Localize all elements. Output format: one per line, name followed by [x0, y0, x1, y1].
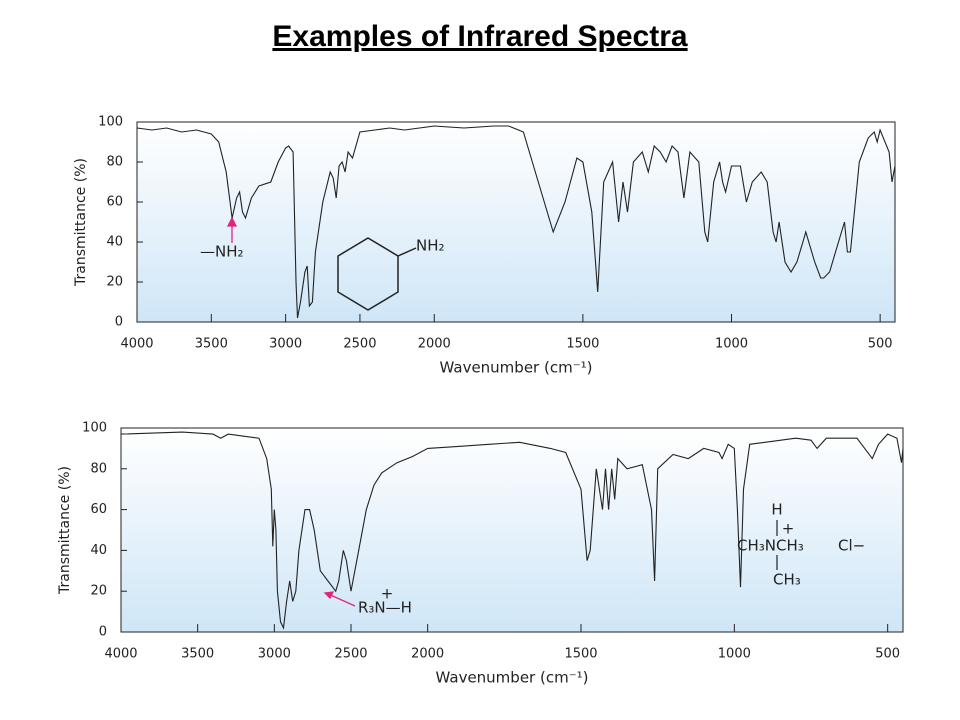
y-tick-label: 80: [106, 155, 123, 170]
x-tick-label: 1500: [566, 337, 599, 352]
y-tick-label: 20: [106, 275, 123, 290]
y-tick-label: 40: [90, 543, 107, 558]
plot-background: [120, 427, 904, 633]
y-tick-label: 60: [90, 502, 107, 517]
y-tick-label: 40: [106, 235, 123, 250]
annotation: CH₃NCH₃: [737, 537, 804, 555]
x-tick-label: 3000: [269, 337, 302, 352]
x-tick-label: 2500: [343, 337, 376, 352]
x-axis-label: Wavenumber (cm⁻¹): [436, 669, 589, 687]
annotation: —NH₂: [200, 243, 244, 261]
x-tick-label: 2000: [418, 337, 451, 352]
x-tick-label: 500: [868, 337, 893, 352]
x-tick-label: 3500: [181, 647, 214, 662]
x-axis-label: Wavenumber (cm⁻¹): [440, 359, 593, 377]
annotation: +: [782, 520, 795, 538]
annotation: +: [381, 585, 394, 603]
arrows: [226, 216, 356, 607]
y-tick-label: 0: [115, 315, 123, 330]
annotation: NH₂: [416, 237, 445, 255]
x-tick-label: 1000: [715, 337, 748, 352]
x-tick-label: 4000: [120, 337, 153, 352]
x-tick-label: 500: [875, 647, 900, 662]
y-axis-label: Transmittance (%): [57, 466, 73, 595]
y-tick-label: 20: [90, 584, 107, 599]
spectrum-line: [120, 431, 904, 630]
y-tick-label: 100: [82, 421, 107, 436]
slide-title: Examples of Infrared Spectra: [272, 20, 688, 53]
x-tick-label: 3500: [195, 337, 228, 352]
x-tick-label: 2500: [334, 647, 367, 662]
y-tick-label: 100: [98, 115, 123, 130]
y-axis-label: Transmittance (%): [73, 158, 89, 287]
x-tick-label: 1000: [718, 647, 751, 662]
annotation: Cl−: [838, 537, 865, 555]
y-tick-label: 80: [90, 461, 107, 476]
annotation: H: [771, 501, 782, 519]
annotation: R₃N—H: [358, 599, 412, 617]
x-tick-label: 4000: [104, 647, 137, 662]
y-tick-label: 60: [106, 195, 123, 210]
x-tick-label: 1500: [564, 647, 597, 662]
cyclohexane-ring: [337, 237, 417, 311]
x-tick-label: 3000: [258, 647, 291, 662]
y-tick-label: 0: [99, 625, 107, 640]
annotation: CH₃: [773, 571, 801, 589]
spectrum-line: [136, 125, 896, 319]
plot-background: [136, 121, 896, 323]
x-tick-label: 2000: [411, 647, 444, 662]
